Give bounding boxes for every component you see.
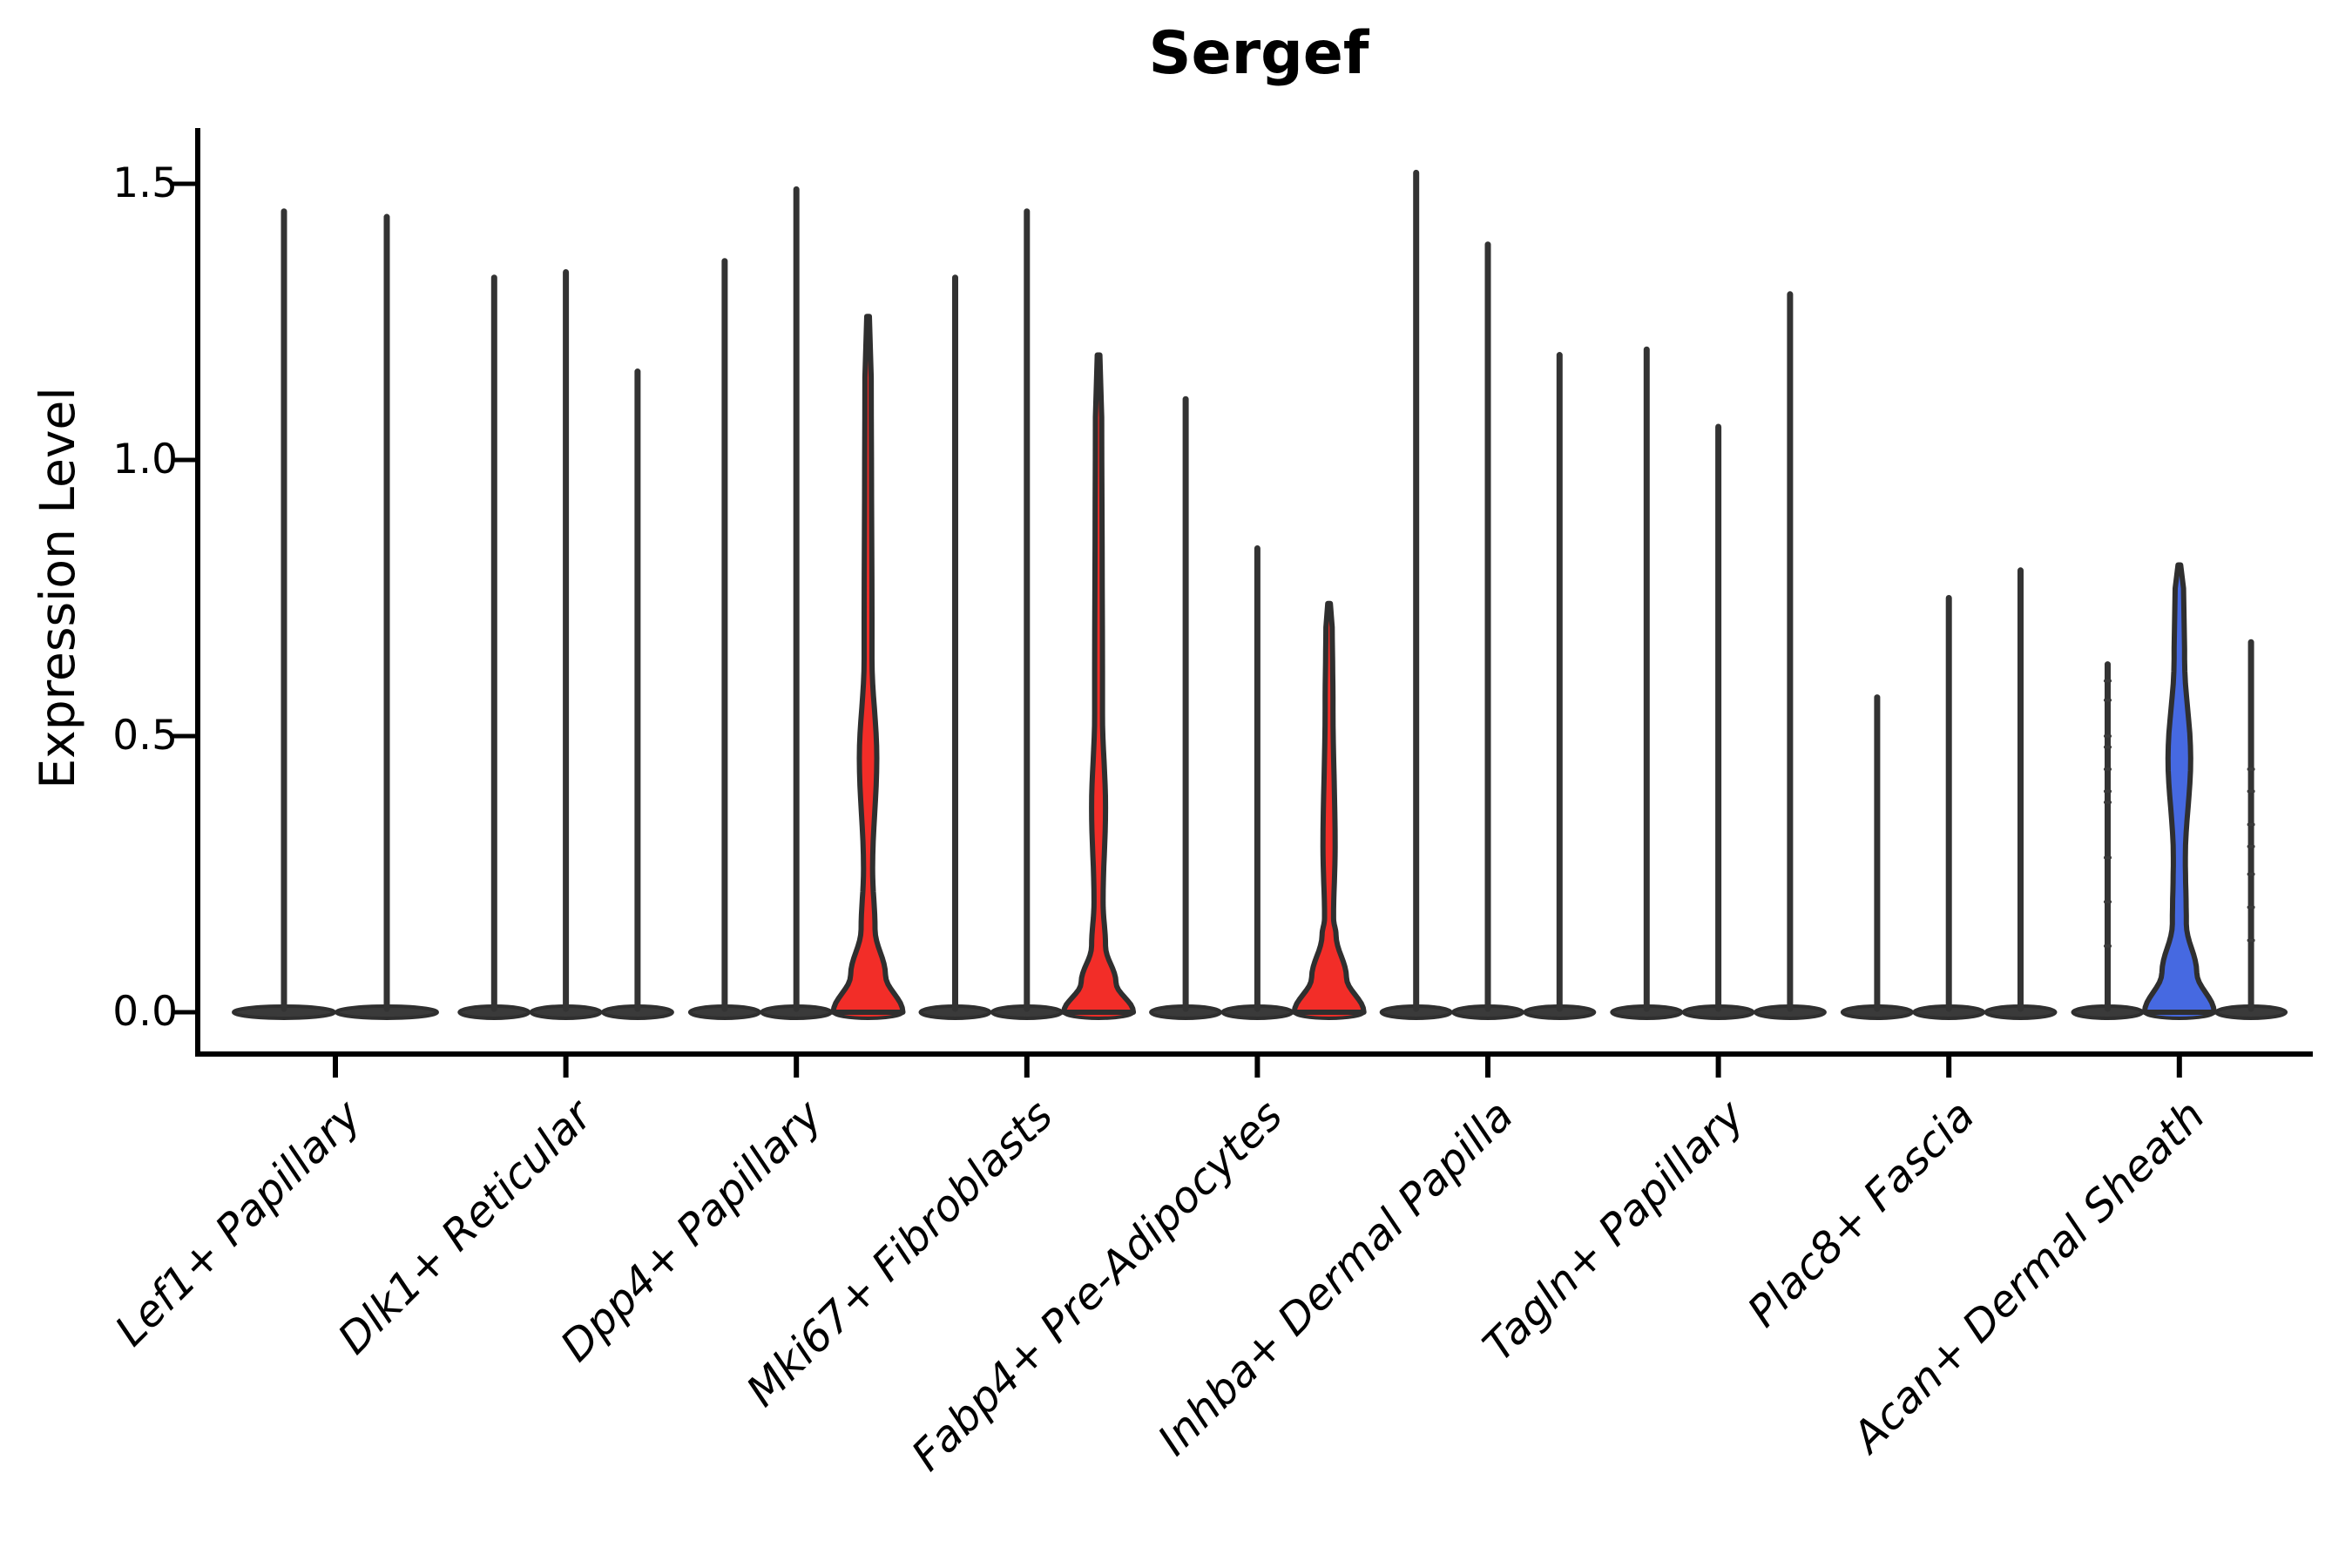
jitter-point xyxy=(2247,789,2255,794)
jitter-point xyxy=(2247,845,2255,848)
x-tick-mark xyxy=(1254,1057,1260,1078)
jitter-point xyxy=(2104,767,2112,771)
jitter-point xyxy=(2104,900,2112,903)
y-tick-mark xyxy=(172,1010,195,1015)
plot-title: Sergef xyxy=(1148,19,1369,88)
violin-red xyxy=(830,314,906,1015)
jitter-point xyxy=(2104,944,2112,948)
x-tick-mark xyxy=(1485,1057,1490,1078)
x-axis-spine xyxy=(195,1051,2313,1057)
y-tick-label-1-5: 1.5 xyxy=(112,159,178,207)
x-tick-mark xyxy=(1715,1057,1721,1078)
jitter-point xyxy=(2104,699,2112,702)
y-tick-mark xyxy=(172,181,195,186)
x-tick-mark xyxy=(1024,1057,1030,1078)
x-tick-mark xyxy=(563,1057,569,1078)
violin-blue xyxy=(2141,562,2217,1015)
violin-red xyxy=(1291,600,1367,1015)
y-tick-label-0-5: 0.5 xyxy=(112,712,178,760)
y-tick-mark xyxy=(172,457,195,463)
x-tick-mark xyxy=(794,1057,800,1078)
y-axis-spine xyxy=(195,128,200,1057)
y-tick-label-1-0: 1.0 xyxy=(112,436,178,483)
jitter-point xyxy=(2104,855,2112,860)
jitter-point xyxy=(2104,734,2112,738)
jitter-point xyxy=(2247,938,2255,943)
jitter-point xyxy=(2104,789,2112,794)
x-tick-mark xyxy=(2176,1057,2182,1078)
jitter-point xyxy=(2247,872,2255,876)
jitter-point xyxy=(2104,745,2112,749)
violin-red xyxy=(1061,352,1137,1015)
x-tick-mark xyxy=(1946,1057,1952,1078)
x-tick-mark xyxy=(333,1057,338,1078)
y-tick-label-0-0: 0.0 xyxy=(112,988,178,1036)
y-tick-mark xyxy=(172,733,195,739)
jitter-point xyxy=(2247,822,2255,827)
jitter-point xyxy=(2104,679,2112,683)
jitter-point xyxy=(2104,801,2112,804)
jitter-point xyxy=(2247,767,2255,771)
jitter-point xyxy=(2247,905,2255,909)
